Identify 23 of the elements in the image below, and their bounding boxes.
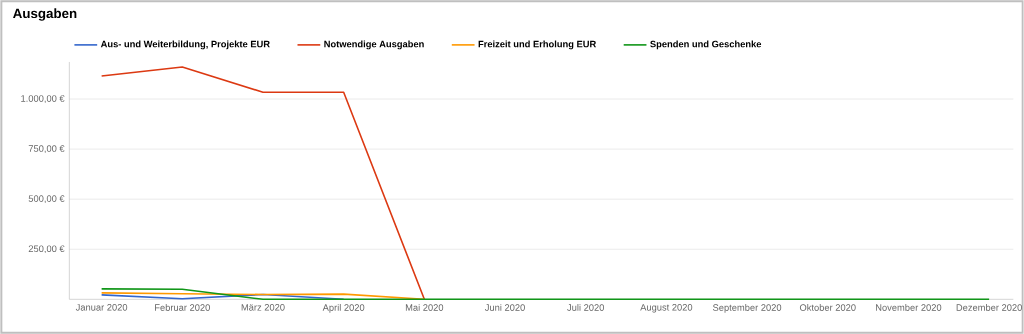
y-tick-label: 500,00 € bbox=[28, 195, 65, 204]
chart-title: Ausgaben bbox=[13, 8, 77, 21]
legend-label: Spenden und Geschenke bbox=[650, 40, 762, 50]
x-tick-label: Juli 2020 bbox=[567, 304, 605, 311]
x-tick-label: Dezember 2020 bbox=[956, 304, 1022, 311]
x-tick-label: August 2020 bbox=[640, 304, 693, 313]
x-tick-label: Februar 2020 bbox=[155, 304, 210, 311]
y-tick-label: 250,00 € bbox=[28, 245, 65, 254]
y-tick-label: 1.000,00 € bbox=[21, 95, 65, 103]
y-tick-label: 750,00 € bbox=[28, 145, 65, 153]
x-tick-label: Mai 2020 bbox=[405, 304, 444, 311]
x-tick-label: Oktober 2020 bbox=[799, 304, 856, 311]
x-tick-label: März 2020 bbox=[241, 304, 285, 311]
x-tick-label: November 2020 bbox=[876, 304, 942, 311]
legend-label: Freizeit und Erholung EUR bbox=[478, 40, 597, 50]
line-series bbox=[100, 66, 426, 301]
x-tick-label: April 2020 bbox=[322, 304, 365, 313]
legend-label: Aus- und Weiterbildung, Projekte EUR bbox=[100, 40, 270, 50]
line-series bbox=[100, 292, 426, 301]
x-tick-label: Juni 2020 bbox=[484, 304, 525, 311]
legend-label: Notwendige Ausgaben bbox=[324, 40, 424, 50]
x-tick-label: Januar 2020 bbox=[75, 304, 128, 311]
x-tick-label: September 2020 bbox=[712, 304, 782, 313]
